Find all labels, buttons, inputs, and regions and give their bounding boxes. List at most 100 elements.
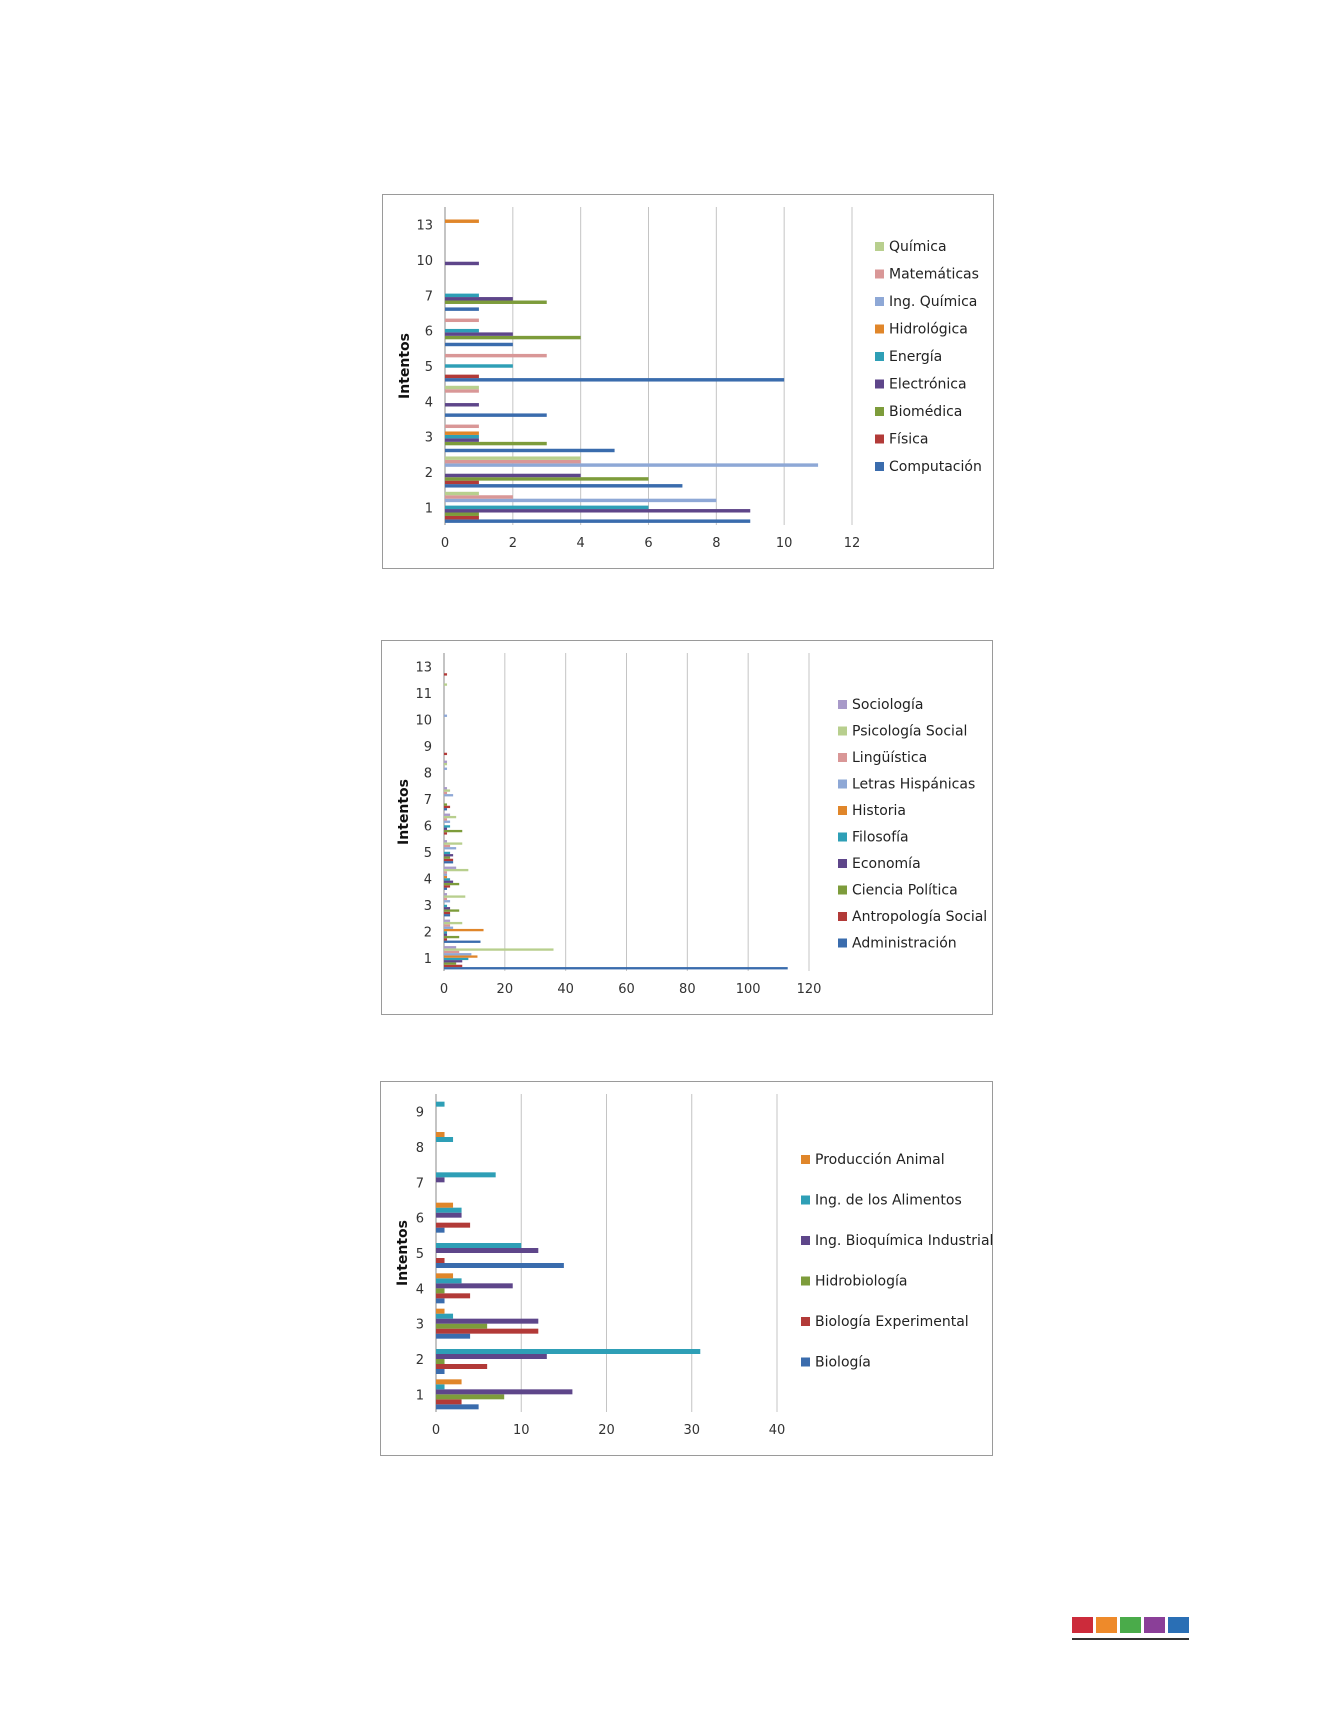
bar	[444, 767, 448, 770]
bar	[444, 714, 448, 717]
y-tick-label: 8	[416, 1141, 424, 1156]
bar	[445, 328, 479, 333]
bar	[436, 1389, 573, 1395]
legend-swatch	[838, 938, 847, 948]
bar	[436, 1278, 462, 1284]
bar	[444, 919, 451, 922]
y-tick-label: 2	[416, 1353, 424, 1368]
legend-label: Física	[889, 432, 928, 448]
y-tick-label: 9	[424, 740, 432, 755]
bar	[445, 307, 479, 311]
legend-label: Electrónica	[889, 377, 967, 393]
bar	[444, 815, 457, 819]
legend-label: Economía	[852, 856, 921, 872]
bar	[444, 673, 448, 676]
legend-swatch	[838, 859, 847, 868]
x-tick-label: 40	[769, 1423, 786, 1438]
bar	[444, 842, 463, 845]
legend-label: Biomédica	[889, 404, 962, 420]
y-tick-label: 5	[425, 360, 433, 375]
y-axis-title: Intentos	[396, 779, 412, 845]
legend-label: Biología Experimental	[815, 1314, 969, 1330]
bar	[445, 353, 547, 358]
bar	[445, 300, 547, 304]
x-tick-label: 20	[497, 982, 514, 997]
bar	[444, 900, 451, 903]
y-tick-label: 10	[416, 254, 433, 269]
bar	[436, 1379, 462, 1385]
y-tick-label: 6	[416, 1212, 424, 1227]
bar	[445, 448, 615, 453]
bar	[436, 1369, 445, 1374]
bar	[436, 1227, 445, 1233]
legend-swatch	[838, 806, 847, 815]
x-tick-label: 12	[844, 536, 861, 551]
legend-label: Ciencia Política	[852, 883, 958, 899]
y-tick-label: 7	[416, 1176, 424, 1191]
bar	[444, 893, 448, 896]
bar	[444, 878, 451, 881]
bar	[444, 948, 554, 951]
bar	[436, 1207, 462, 1213]
legend-swatch	[875, 269, 884, 279]
x-tick-label: 100	[736, 982, 761, 997]
legend-swatch	[875, 352, 884, 361]
bar	[445, 261, 479, 266]
bar	[436, 1404, 479, 1410]
bar	[445, 473, 581, 478]
bar	[436, 1333, 471, 1339]
bar	[444, 791, 448, 795]
bar	[436, 1354, 547, 1359]
legend-label: Sociología	[852, 697, 923, 713]
y-tick-label: 3	[425, 431, 433, 446]
legend-label: Psicología Social	[852, 724, 967, 740]
y-tick-label: 13	[416, 219, 433, 234]
bar	[444, 935, 460, 939]
legend-swatch	[875, 324, 884, 334]
bar	[445, 441, 547, 446]
bar	[444, 904, 448, 908]
bar	[444, 818, 448, 821]
y-tick-label: 6	[425, 325, 433, 340]
legend-label: Hidrológica	[889, 322, 968, 338]
bar	[445, 484, 683, 488]
legend-swatch	[875, 379, 884, 389]
bar	[436, 1172, 496, 1178]
legend-swatch	[838, 753, 847, 762]
bar	[445, 297, 513, 301]
legend-swatch	[801, 1155, 810, 1164]
legend-swatch	[801, 1236, 810, 1245]
bar	[436, 1177, 445, 1183]
x-tick-label: 0	[440, 982, 448, 997]
bar	[444, 895, 466, 898]
bar	[436, 1248, 539, 1253]
bar	[436, 1323, 488, 1329]
y-tick-label: 7	[425, 289, 433, 304]
bar	[444, 805, 451, 809]
bar	[436, 1293, 471, 1299]
legend-swatch	[801, 1195, 810, 1205]
bar	[436, 1273, 454, 1279]
bar	[444, 928, 484, 932]
bar	[444, 962, 457, 965]
bar	[444, 924, 451, 927]
bar	[436, 1399, 462, 1405]
y-tick-label: 7	[424, 793, 432, 808]
bar	[444, 946, 457, 949]
chart-social-sciences-attempts: 0 20 40 60 80 100 120 1 2 3 4 5 6 7 8 9 10 11 13 Intentos So…	[381, 640, 993, 1015]
bar	[444, 825, 451, 828]
chart-svg: 0 2 4 6 8 10 1212345671013IntentosQuímicaMatem…	[397, 207, 982, 551]
x-tick-label: 30	[683, 1423, 700, 1438]
legend-swatch	[838, 779, 847, 789]
legend-label: Historia	[852, 803, 906, 819]
bar	[444, 794, 454, 797]
bar	[445, 219, 479, 223]
legend-label: Letras Hispánicas	[852, 777, 975, 793]
bar	[444, 873, 448, 876]
bar	[445, 431, 479, 435]
y-tick-label: 1	[416, 1388, 424, 1403]
legend-label: Energía	[889, 349, 942, 365]
legend-swatch	[838, 885, 847, 895]
legend-swatch	[838, 700, 847, 709]
legend-label: Química	[889, 239, 947, 255]
